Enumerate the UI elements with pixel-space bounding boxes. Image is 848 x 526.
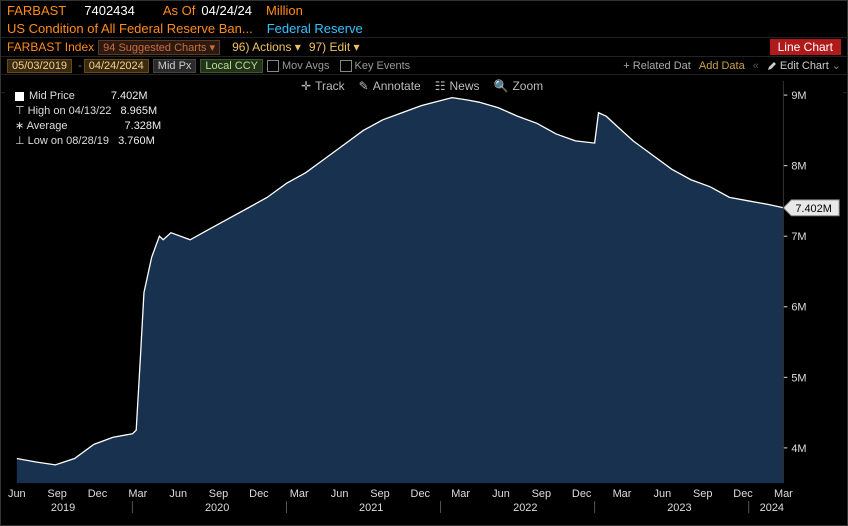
svg-text:8M: 8M <box>791 161 806 173</box>
svg-text:2021: 2021 <box>359 502 383 514</box>
last-value: 7402434 <box>84 3 135 18</box>
svg-text:Jun: Jun <box>169 488 187 500</box>
chart-type-badge: Line Chart <box>770 39 841 55</box>
ticker: FARBAST <box>7 3 66 18</box>
edit-chart-button[interactable]: Edit Chart ⌄ <box>767 59 841 72</box>
legend-low: ⊥ Low on 08/28/19 3.760M <box>15 134 161 149</box>
svg-text:9M: 9M <box>791 90 806 102</box>
svg-text:Mar: Mar <box>290 488 309 500</box>
movavgs-label: Mov Avgs <box>282 60 330 72</box>
zoom-label: Zoom <box>512 79 543 93</box>
svg-text:Jun: Jun <box>492 488 510 500</box>
svg-text:Dec: Dec <box>88 488 108 500</box>
svg-text:7.402M: 7.402M <box>795 203 831 215</box>
asof-label: As Of <box>163 3 196 18</box>
svg-text:Dec: Dec <box>411 488 431 500</box>
keyevents-checkbox[interactable] <box>340 60 352 72</box>
legend-mid-label: Mid Price <box>29 89 75 104</box>
svg-text:Sep: Sep <box>47 488 66 500</box>
header-row-1: FARBAST 7402434 As Of 04/24/24 Million <box>1 1 847 19</box>
currency-select[interactable]: Local CCY <box>200 59 263 73</box>
asof-date: 04/24/24 <box>201 3 252 18</box>
terminal-window: { "header": { "ticker": "FARBAST", "valu… <box>0 0 848 526</box>
date-from-input[interactable]: 05/03/2019 <box>7 59 72 73</box>
annotate-label: Annotate <box>373 79 421 93</box>
legend-color-swatch <box>15 92 24 101</box>
annotate-button[interactable]: ✎ Annotate <box>359 79 421 93</box>
toolbar-row: FARBAST Index 94 Suggested Charts ▾ 96) … <box>1 37 847 57</box>
legend-avg: ∗ Average 7.328M <box>15 119 161 134</box>
svg-text:5M: 5M <box>791 372 806 384</box>
zoom-button[interactable]: 🔍 Zoom <box>494 79 544 93</box>
legend-mid-value: 7.402M <box>111 89 148 104</box>
options-row: 05/03/2019 - 04/24/2024 Mid Px Local CCY… <box>1 57 847 75</box>
legend-mid: Mid Price 7.402M <box>15 89 161 104</box>
legend-low-value: 3.760M <box>118 135 155 147</box>
svg-text:Dec: Dec <box>733 488 753 500</box>
unit: Million <box>266 3 303 18</box>
source: Federal Reserve <box>267 21 363 36</box>
svg-text:2024: 2024 <box>760 502 784 514</box>
svg-text:Sep: Sep <box>532 488 551 500</box>
svg-text:Dec: Dec <box>249 488 269 500</box>
header-row-2: US Condition of All Federal Reserve Ban.… <box>1 19 847 37</box>
chart-hover-toolbar: ✛ Track ✎ Annotate ☷ News 🔍 Zoom <box>301 79 543 93</box>
svg-text:Jun: Jun <box>331 488 349 500</box>
svg-text:Jun: Jun <box>8 488 26 500</box>
legend-high: ⊤ High on 04/13/22 8.965M <box>15 104 161 119</box>
pencil-icon <box>767 61 777 71</box>
description: US Condition of All Federal Reserve Ban.… <box>7 21 253 36</box>
svg-text:6M: 6M <box>791 302 806 314</box>
keyevents-label: Key Events <box>355 60 411 72</box>
legend-low-label: Low on 08/28/19 <box>28 135 109 147</box>
svg-text:Mar: Mar <box>613 488 632 500</box>
svg-text:2019: 2019 <box>51 502 75 514</box>
news-label: News <box>450 79 480 93</box>
price-type-select[interactable]: Mid Px <box>153 59 197 73</box>
actions-button[interactable]: 96) Actions ▾ <box>228 40 305 54</box>
svg-text:2022: 2022 <box>513 502 537 514</box>
svg-text:Sep: Sep <box>370 488 389 500</box>
related-data-label: + Related Dat <box>623 60 691 72</box>
edit-button[interactable]: 97) Edit ▾ <box>305 40 364 54</box>
legend-high-label: High on 04/13/22 <box>28 105 112 117</box>
date-to-input[interactable]: 04/24/2024 <box>84 59 149 73</box>
svg-text:Sep: Sep <box>693 488 712 500</box>
legend-box: Mid Price 7.402M ⊤ High on 04/13/22 8.96… <box>15 89 161 149</box>
track-label: Track <box>315 79 345 93</box>
svg-text:7M: 7M <box>791 231 806 243</box>
svg-text:Sep: Sep <box>209 488 228 500</box>
svg-text:Mar: Mar <box>451 488 470 500</box>
svg-text:2020: 2020 <box>205 502 229 514</box>
svg-text:Jun: Jun <box>654 488 672 500</box>
track-button[interactable]: ✛ Track <box>301 79 345 93</box>
svg-text:Mar: Mar <box>774 488 793 500</box>
legend-high-value: 8.965M <box>121 105 158 117</box>
add-data-button[interactable]: Add Data <box>699 60 745 72</box>
movavgs-checkbox[interactable] <box>267 60 279 72</box>
svg-text:2023: 2023 <box>667 502 691 514</box>
svg-text:Dec: Dec <box>572 488 592 500</box>
svg-text:Mar: Mar <box>128 488 147 500</box>
suggested-charts-button[interactable]: 94 Suggested Charts ▾ <box>98 40 220 55</box>
legend-avg-value: 7.328M <box>125 120 162 132</box>
legend-avg-label: Average <box>27 120 68 132</box>
index-name: FARBAST Index <box>7 40 94 54</box>
svg-text:4M: 4M <box>791 443 806 455</box>
news-button[interactable]: ☷ News <box>435 79 480 93</box>
edit-chart-label: Edit Chart <box>780 60 829 72</box>
